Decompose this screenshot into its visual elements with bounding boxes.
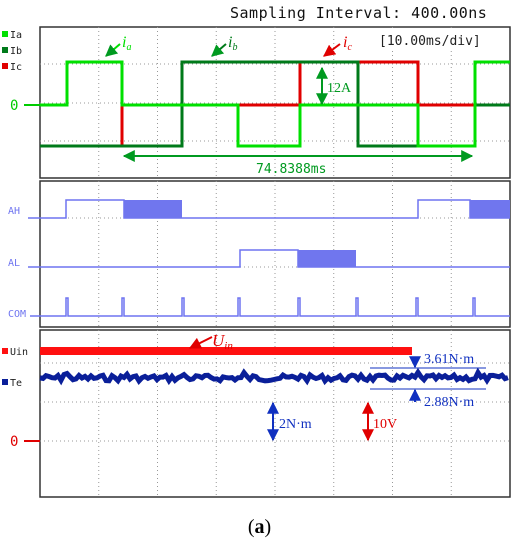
ia-annot: ia <box>122 34 131 53</box>
trace-ia <box>40 60 510 148</box>
ic-marker <box>2 63 8 69</box>
ah-pwm-block-2 <box>470 200 510 218</box>
zero-label-currents: 0 <box>10 98 18 114</box>
sampling-interval: Sampling Interval: 400.00ns <box>230 4 488 22</box>
ia-marker <box>2 31 8 37</box>
timebase-box <box>376 30 506 50</box>
ah-pwm-block-1 <box>124 200 182 218</box>
ic-annot: ic <box>343 34 352 53</box>
ib-pointer <box>211 43 227 57</box>
trace-com <box>40 297 510 317</box>
ia-label: Ia <box>10 30 22 41</box>
uin-label: Uin <box>10 347 28 358</box>
uin-annot: Uin <box>212 331 233 352</box>
ah-label: AH <box>8 206 20 217</box>
ib-annot: ib <box>228 34 237 53</box>
zero-label-torque: 0 <box>10 434 18 450</box>
trace-ic <box>40 60 510 148</box>
te-label: Te <box>10 378 22 389</box>
amplitude-label: 12A <box>327 81 352 96</box>
uin-pointer <box>188 336 213 349</box>
com-label: COM <box>8 309 26 320</box>
al-pwm-block <box>298 250 356 267</box>
scope-display: 12A 74.8388ms ia ib ic [10.00ms/div] Ia … <box>2 26 511 498</box>
al-label: AL <box>8 258 20 269</box>
period-label: 74.8388ms <box>256 162 326 177</box>
trace-uin <box>40 347 412 355</box>
ic-label: Ic <box>10 62 22 73</box>
ib-label: Ib <box>10 46 22 57</box>
timebase-label: [10.00ms/div] <box>379 34 481 49</box>
ic-pointer <box>323 43 341 57</box>
lower-torque-label: 2.88N·m <box>424 395 474 410</box>
figure-caption: (a) <box>247 516 272 538</box>
torque-scale-label: 2N·m <box>279 417 312 432</box>
voltage-scale-label: 10V <box>373 417 397 432</box>
uin-marker <box>2 348 8 354</box>
trace-te <box>39 367 509 386</box>
ia-pointer <box>105 43 121 57</box>
te-marker <box>2 379 8 385</box>
ib-marker <box>2 47 8 53</box>
upper-torque-label: 3.61N·m <box>424 352 474 367</box>
